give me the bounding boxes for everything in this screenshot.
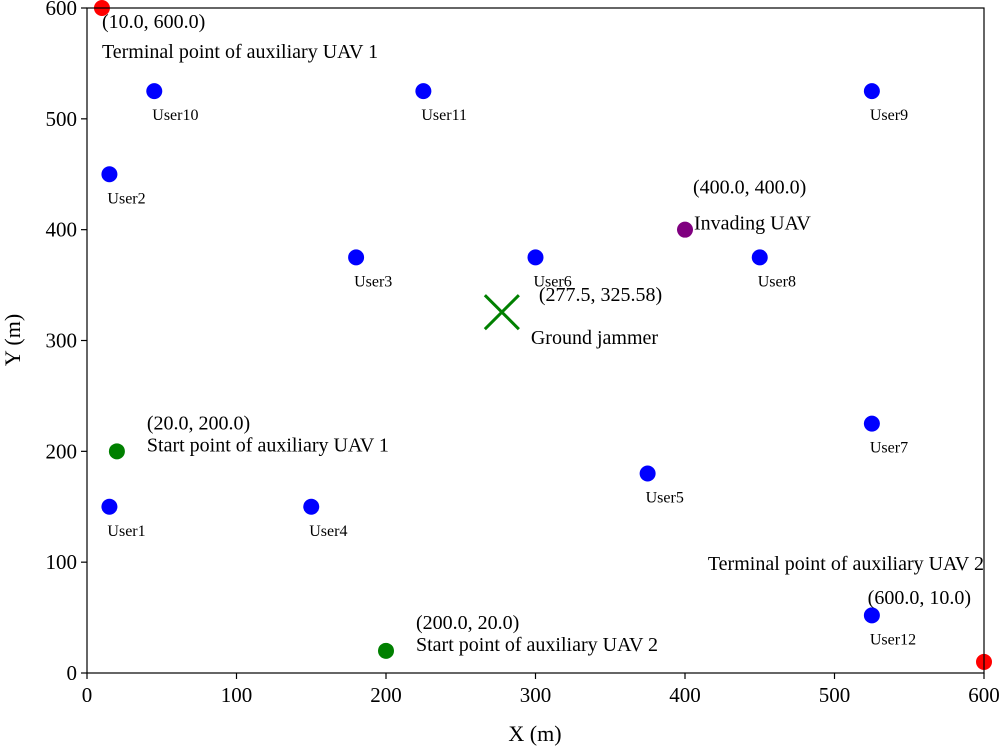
user-label: User2 [107,190,145,207]
user-point [101,498,118,515]
user-label: User1 [107,523,145,540]
terminal-name-label: Terminal point of auxiliary UAV 2 [708,553,984,575]
user-label: User5 [646,490,684,507]
user-point [863,83,880,100]
user-point [348,249,365,266]
user-label: User11 [421,107,467,124]
user-point [863,415,880,432]
user-label: User4 [309,523,347,540]
invader-point [677,221,693,238]
user-label: User9 [870,107,908,124]
y-tick-label: 200 [46,439,78,463]
x-tick-label: 500 [819,683,851,707]
axes-layer: 0 100 200 300 400 500 600 0 100 200 300 400 500 600 [46,0,1000,707]
y-tick-label: 100 [46,550,78,574]
user-point [751,249,768,266]
user-label: User12 [870,631,916,648]
user-point [415,83,432,100]
terminal-name-label: Terminal point of auxiliary UAV 1 [102,41,378,63]
y-tick-label: 300 [46,329,78,353]
plot-frame [86,7,985,674]
invader-name-label: Invading UAV [694,213,811,235]
x-tick-label: 600 [968,683,1000,707]
x-tick-label: 0 [82,683,93,707]
y-tick-label: 400 [46,218,78,242]
start-name-label: Start point of auxiliary UAV 1 [147,434,389,456]
x-tick-label: 300 [520,683,552,707]
user-point [863,607,880,624]
labels-layer: User1 User2 User3 User4 User5 User6 User7 User8… [102,11,984,656]
user-label: User6 [534,273,572,290]
y-tick-label: 500 [46,107,78,131]
user-point [639,465,656,482]
jammer-coord-label: (277.5, 325.58) [539,284,662,306]
start-point [378,642,394,659]
user-point [527,249,544,266]
start-coord-label: (200.0, 20.0) [416,612,519,634]
start-coord-label: (20.0, 200.0) [147,412,250,434]
x-axis-label: X (m) [508,721,561,746]
start-point [108,443,125,460]
user-point [101,166,118,183]
y-tick-label: 0 [67,661,78,685]
terminal-coord-label: (10.0, 600.0) [102,11,205,33]
user-label: User3 [354,273,392,290]
x-tick-label: 400 [669,683,701,707]
user-point [303,498,320,515]
invader-coord-label: (400.0, 400.0) [693,177,806,199]
y-tick-label: 600 [46,0,78,20]
points-layer [93,0,992,670]
user-label: User10 [152,107,198,124]
user-label: User7 [870,440,908,457]
jammer-name-label: Ground jammer [531,327,659,349]
user-point [146,83,163,100]
terminal-coord-label: (600.0, 10.0) [868,587,971,609]
x-tick-label: 200 [370,683,402,707]
start-name-label: Start point of auxiliary UAV 2 [416,634,658,656]
x-tick-label: 100 [221,683,253,707]
jammer-marker [483,294,520,331]
y-axis-label: Y (m) [0,314,25,366]
user-label: User8 [758,273,796,290]
